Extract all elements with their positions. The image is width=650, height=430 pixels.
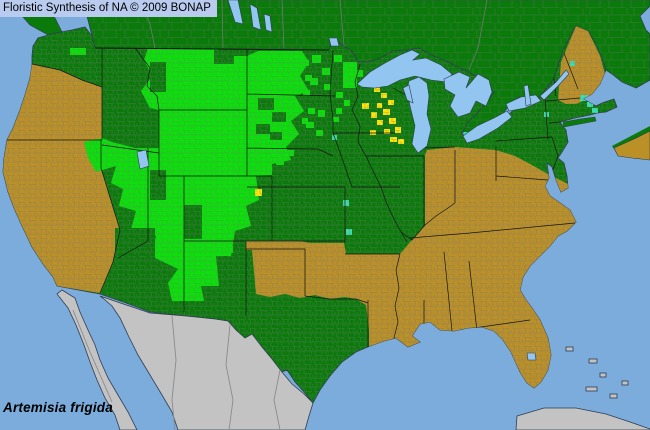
title-bar: Floristic Synthesis of NA © 2009 BONAP xyxy=(0,0,217,17)
lakes xyxy=(136,0,570,361)
lake-winnipegosis xyxy=(263,13,273,33)
lake-michigan xyxy=(406,76,432,154)
lake-of-the-woods xyxy=(328,37,340,47)
great-salt-lake xyxy=(136,149,150,170)
species-label: Artemisia frigida xyxy=(3,400,113,415)
province-borders xyxy=(139,0,488,71)
baja-california xyxy=(56,289,138,430)
us-canada-border xyxy=(94,47,330,51)
lake-superior xyxy=(356,49,453,89)
green-bay xyxy=(402,84,414,104)
cuba xyxy=(515,407,650,430)
lake-winnipeg xyxy=(227,0,244,25)
lake-champlain xyxy=(523,84,532,107)
map-title: Floristic Synthesis of NA © 2009 BONAP xyxy=(3,2,211,14)
mexico-state-borders xyxy=(72,309,281,430)
mexico-region xyxy=(56,289,650,430)
lake-okeechobee xyxy=(526,352,537,361)
long-island xyxy=(562,116,597,128)
mexico-mainland xyxy=(99,295,314,430)
lake-huron xyxy=(443,71,493,118)
state-borders xyxy=(7,47,599,356)
st-lawrence-river xyxy=(539,69,570,101)
nova-scotia xyxy=(612,126,650,161)
lake-erie xyxy=(462,110,513,144)
lake-ontario xyxy=(505,94,542,112)
lake-manitoba xyxy=(249,3,262,31)
